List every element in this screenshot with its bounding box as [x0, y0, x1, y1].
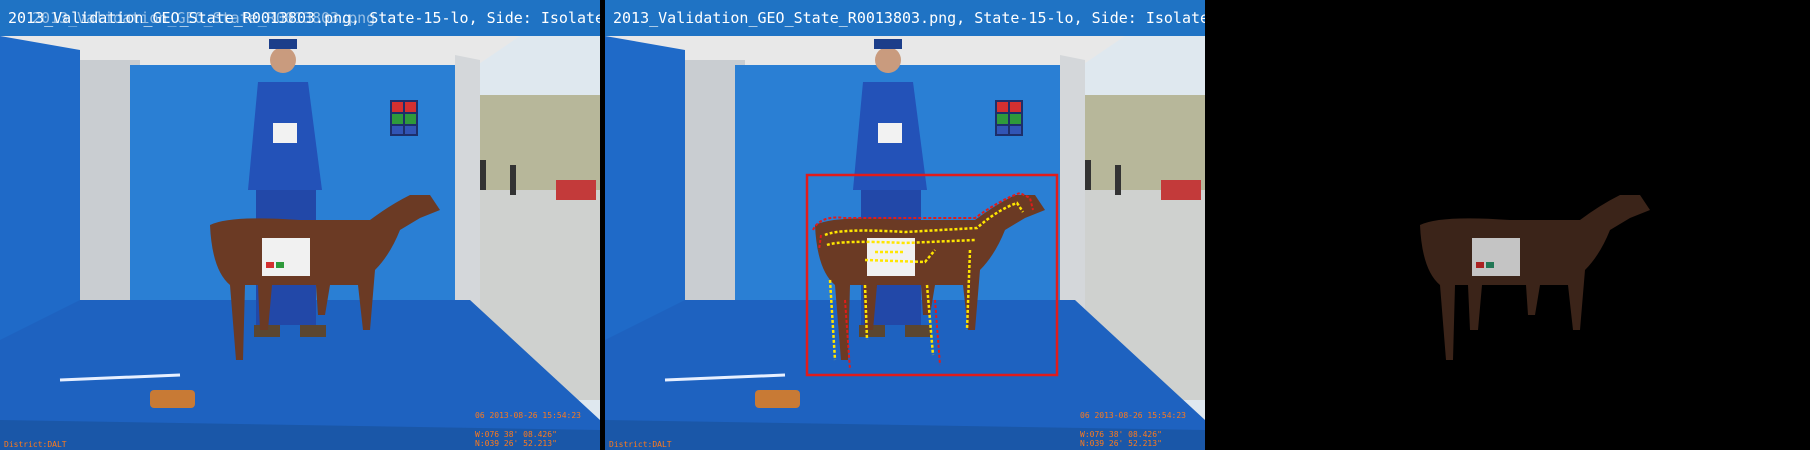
- panel-title: 2013_Validation_GEO_State_R0013803.png, …: [613, 9, 1205, 27]
- goat: [210, 195, 440, 360]
- camera-coord-w: W:076 38' 08.426": [1080, 430, 1162, 439]
- photo-scene: [0, 36, 600, 450]
- panel-title-ghost: 2013_Validation_GEO_State_R0013803.png: [32, 9, 376, 27]
- person-head: [270, 47, 296, 73]
- tent-wall-left: [0, 36, 80, 350]
- panel-title-bar: 2013_Validation_GEO_State_R0013803.png, …: [0, 0, 600, 36]
- annotated-photo-scene: [605, 36, 1205, 450]
- dumbbell: [150, 390, 195, 408]
- bounding-box: [805, 173, 1059, 377]
- camera-district: District:DALT: [609, 440, 672, 449]
- camera-coord-n: N:039 26' 52.213": [1080, 439, 1162, 448]
- background-scribble: [812, 191, 1034, 231]
- camera-coord-w: W:076 38' 08.426": [475, 430, 557, 439]
- goat-tag: [262, 238, 310, 276]
- camera-coord-n: N:039 26' 52.213": [475, 439, 557, 448]
- segmented-goat: [1420, 195, 1650, 360]
- segmentation-panel: [1210, 0, 1810, 450]
- segmented-goat-scene: [1210, 0, 1810, 450]
- camera-district: District:DALT: [4, 440, 67, 449]
- segmented-goat-tag: [1472, 238, 1520, 276]
- annotated-image-panel: 2013_Validation_GEO_State_R0013803.png, …: [605, 0, 1205, 450]
- camera-timestamp: 06 2013-08-26 15:54:23: [1080, 411, 1186, 420]
- floor-tarp: [0, 300, 600, 450]
- panel-title-bar: 2013_Validation_GEO_State_R0013803.png, …: [605, 0, 1205, 36]
- foreground-scribble: [824, 201, 1025, 361]
- panel-title: 2013_Validation_GEO_State_R0013803.png, …: [8, 9, 600, 27]
- original-image-panel: 2013_Validation_GEO_State_R0013803.png, …: [0, 0, 600, 450]
- camera-timestamp: 06 2013-08-26 15:54:23: [475, 411, 581, 420]
